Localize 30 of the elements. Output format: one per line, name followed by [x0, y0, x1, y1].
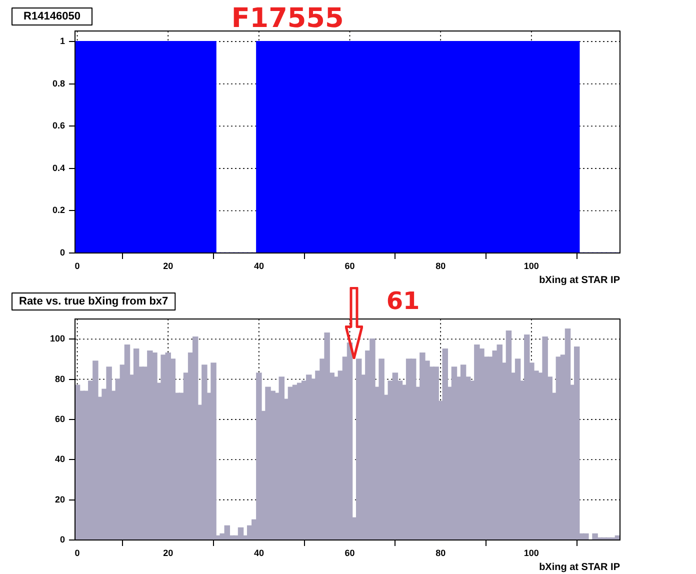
x-tick-label: 100: [524, 548, 539, 558]
x-tick-label: 80: [436, 548, 446, 558]
x-axis-title: bXing at STAR IP: [539, 274, 620, 286]
x-tick-label: 100: [524, 260, 539, 271]
y-tick-label: 20: [54, 494, 65, 504]
y-tick-label: 0.4: [52, 162, 65, 173]
x-tick-label: 60: [344, 260, 355, 271]
y-tick-label: 0.2: [52, 205, 65, 216]
x-tick-label: 20: [163, 260, 174, 271]
y-tick-label: 40: [54, 454, 65, 464]
x-tick-label: 80: [436, 260, 446, 271]
x-tick-label: 0: [74, 548, 80, 558]
x-tick-label: 40: [254, 260, 264, 271]
y-tick-label: 0: [60, 534, 65, 544]
x-tick-label: 20: [163, 548, 174, 558]
y-tick-label: 0.8: [52, 78, 65, 88]
x-tick-label: 60: [344, 548, 355, 558]
y-tick-label: 60: [54, 414, 65, 424]
chart-title: Rate vs. true bXing from bx7: [19, 296, 168, 308]
y-tick-label: 100: [50, 334, 65, 344]
x-tick-label: 0: [74, 260, 80, 271]
annotation: F17555: [231, 3, 344, 34]
x-tick-label: 40: [254, 548, 264, 558]
y-tick-label: 0.6: [52, 120, 65, 131]
y-tick-label: 1: [60, 36, 65, 46]
chart-title: R14146050: [24, 10, 80, 23]
x-axis-title: bXing at STAR IP: [539, 562, 620, 573]
y-tick-label: 80: [54, 374, 65, 384]
y-tick-label: 0: [60, 247, 65, 258]
annotation: 61: [386, 287, 420, 316]
